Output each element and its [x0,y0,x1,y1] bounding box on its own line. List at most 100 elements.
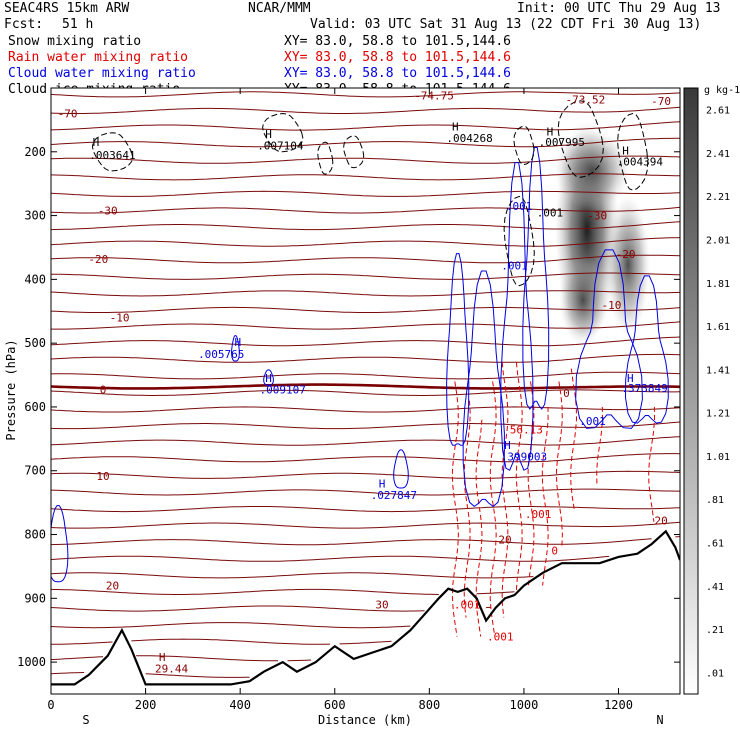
field-extremum-label: .001 [487,631,514,644]
snow-contours [91,100,649,287]
isotherm-line [51,173,680,181]
ice-shading-secondary [606,195,650,335]
field-extremum-label: H [379,477,386,490]
field-extremum-label: .027847 [371,489,417,502]
rain-contour [489,381,497,637]
isotherm-line [51,521,680,529]
snow-contour [91,132,134,172]
isotherm-line [51,371,680,380]
snow-contour [262,112,304,153]
field-extremum-label: H [452,120,459,133]
field-name-snow: Snow mixing ratio [8,34,141,49]
isotherm-label: -30 [587,210,607,223]
field-name-rain: Rain water mixing ratio [8,50,188,65]
isotherm-label: -70 [58,108,78,121]
ice-shading-lower [559,255,607,345]
isotherm-label: 10 [96,470,109,483]
x-tick-label: 1000 [509,698,538,712]
model-title: SEAC4RS 15km ARW [4,1,129,16]
contour-labels: -70 -70 -73.52 -74.75 -30 -30 -20 -20 -10 -10 0 0 10… [58,90,671,612]
ice-shading-upper [554,130,630,210]
field-xy-cloudwater: XY= 83.0, 58.8 to 101.5,144.6 [284,66,511,81]
isotherm-line [51,272,680,280]
isotherm-line [51,453,680,463]
rain-contour [648,406,656,522]
field-extremum-label: .007104 [257,139,304,152]
colorbar-level-label: 2.01 [706,236,730,247]
field-xy-rain: XY= 83.0, 58.8 to 101.5,144.6 [284,50,511,65]
cloud-water-loop [522,147,550,410]
y-tick-label: 200 [24,145,46,159]
y-axis-title: Pressure (hPa) [4,339,18,440]
rain-contour [501,362,509,618]
colorbar-fill [683,87,699,695]
cloud-water-loop [230,335,240,362]
snow-contour [317,141,334,175]
isotherm-line [51,572,534,579]
field-extremum-label: H [547,125,554,138]
isotherm-label: -30 [98,204,118,217]
isotherm-line [51,353,680,363]
snow-contour [617,112,649,191]
isotherm-line [51,536,680,546]
cloud-water-contours [51,147,669,583]
x-end-label-left: S [82,713,89,727]
colorbar-level-label: .41 [706,582,724,593]
isotherm-line [51,436,680,446]
x-axis: 0 200 400 600 800 1000 1200 [47,88,633,712]
colorbar-level-label: .01 [706,668,724,679]
colorbar-level-label: 2.41 [706,149,730,160]
isotherm-label: -10 [110,312,130,325]
plot-area: -70 -70 -73.52 -74.75 -30 -30 -20 -20 -10 -10 0 0 10… [50,87,681,695]
y-tick-label: 700 [24,464,46,478]
field-extremum-label: .001 [525,508,552,521]
snow-contour [513,125,535,166]
isotherm-line [51,470,680,479]
colorbar-labels: .01 .21 .41 .61 .81 1.01 1.21 1.41 1.61 1.81 2.01 2… [706,106,730,680]
isotherm-line [51,237,680,247]
field-extremum-label: .007995 [539,136,585,149]
field-extremum-label: 0 [551,544,558,557]
field-extremum-label: .373849 [621,382,667,395]
x-tick-label: 800 [419,698,441,712]
rain-contour [451,381,459,637]
colorbar-level-label: .61 [706,539,724,550]
field-xy-snow: XY= 83.0, 58.8 to 101.5,144.6 [284,34,511,49]
field-extremum-label: .001 [454,599,481,612]
cloud-water-loop [263,369,274,386]
field-extremum-label: .003641 [89,149,135,162]
valid-time: Valid: 03 UTC Sat 31 Aug 13 (22 CDT Fri … [310,17,701,32]
snow-contour [503,195,535,287]
isotherm-line [51,605,491,612]
rain-contour [555,381,563,548]
cloud-water-loop [393,449,409,489]
cloud-water-loop [500,162,534,471]
isotherm-line [51,406,680,413]
isotherm-label: 30 [375,599,388,612]
colorbar-level-label: .21 [706,625,724,636]
isotherm-line [51,672,250,678]
freezing-level-line [51,383,680,390]
isotherm-line [51,137,680,148]
isotherm-label: -70 [651,95,671,108]
cloud-water-loop [624,275,669,424]
isotherm-line [51,306,680,313]
field-extremum-label: .005765 [198,348,244,361]
rain-contour [515,362,523,592]
snow-contour [343,135,365,169]
x-tick-label: 600 [324,698,346,712]
field-extremum-label: .004268 [446,132,492,145]
x-tick-label: 0 [47,698,54,712]
isotherm-label: 20 [106,580,119,593]
field-extremum-label: H [159,651,166,664]
isotherm-line [51,190,680,197]
colorbar-level-label: 1.01 [706,452,730,463]
field-extremum-label: H [622,145,629,158]
rain-contour [475,419,483,637]
isotherm-label: 0 [100,384,107,397]
colorbar-level-label: 1.41 [706,365,730,376]
field-extremum-label: .009107 [260,384,306,397]
colorbar-level-label: 1.81 [706,279,730,290]
